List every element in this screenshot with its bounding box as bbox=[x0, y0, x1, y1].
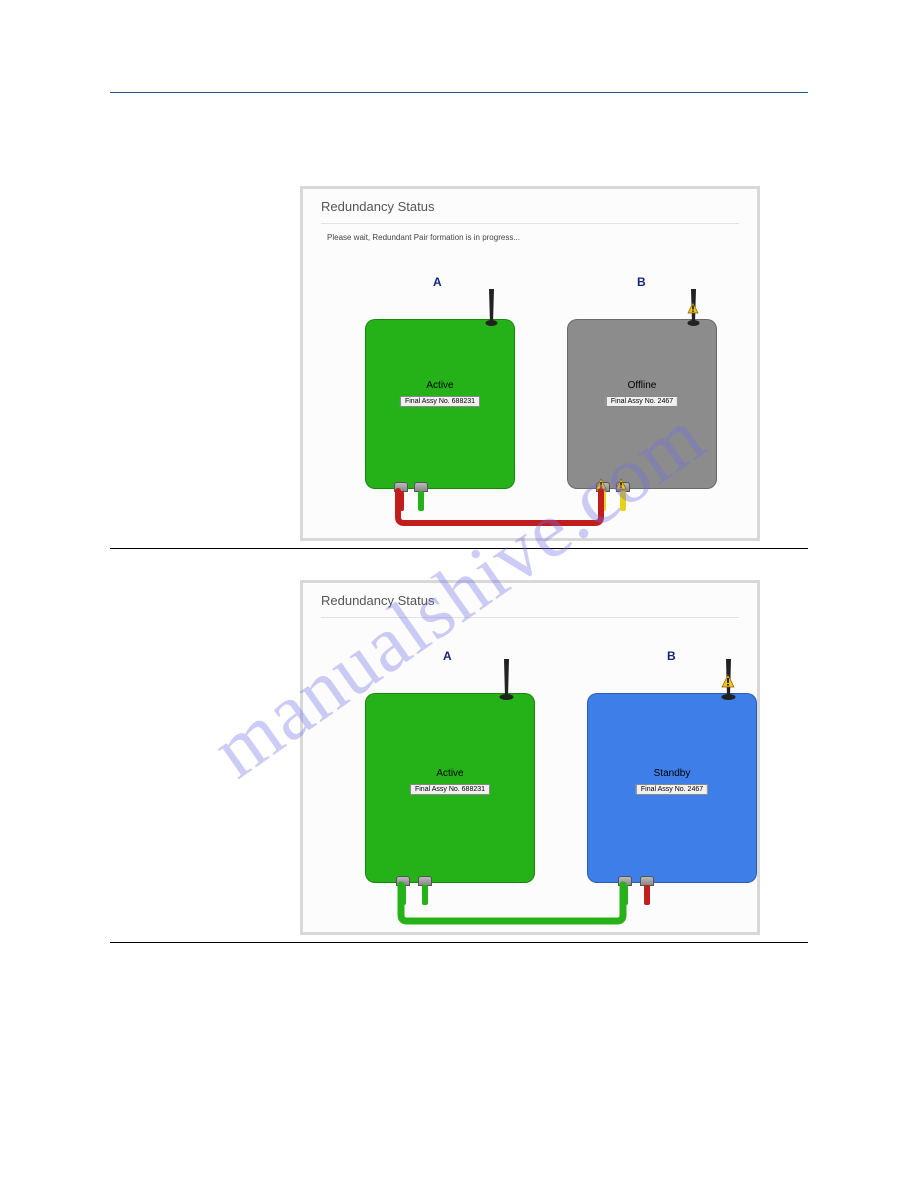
panel-title: Redundancy Status bbox=[321, 199, 434, 214]
label-a: A bbox=[433, 275, 442, 289]
label-b: B bbox=[667, 649, 676, 663]
port-stub bbox=[644, 885, 650, 905]
panel-title: Redundancy Status bbox=[321, 593, 434, 608]
port-stub bbox=[622, 885, 628, 905]
device-status: Active bbox=[366, 768, 534, 779]
port-stub bbox=[422, 885, 428, 905]
device-assy: Final Assy No. 2467 bbox=[636, 784, 708, 795]
warning-icon bbox=[595, 478, 607, 490]
section-rule bbox=[110, 942, 808, 943]
device-status: Active bbox=[366, 380, 514, 391]
port-right bbox=[418, 876, 432, 886]
port-right bbox=[640, 876, 654, 886]
port-stub bbox=[418, 491, 424, 511]
antenna-icon bbox=[715, 657, 741, 706]
device-assy: Final Assy No. 688231 bbox=[400, 396, 480, 407]
warning-icon bbox=[615, 478, 627, 490]
antenna-icon bbox=[681, 287, 705, 332]
label-a: A bbox=[443, 649, 452, 663]
port-stub bbox=[600, 491, 606, 511]
device-a: Active Final Assy No. 688231 bbox=[365, 319, 515, 489]
device-status: Standby bbox=[588, 768, 756, 779]
antenna-icon bbox=[493, 657, 519, 706]
port-left bbox=[394, 482, 408, 492]
panel-subtext: Please wait, Redundant Pair formation is… bbox=[327, 233, 520, 242]
port-right bbox=[414, 482, 428, 492]
port-left bbox=[396, 876, 410, 886]
section-rule bbox=[110, 548, 808, 549]
panel-divider bbox=[321, 617, 739, 618]
antenna-icon bbox=[479, 287, 503, 332]
device-status: Offline bbox=[568, 380, 716, 391]
device-assy: Final Assy No. 688231 bbox=[410, 784, 490, 795]
device-b: Standby Final Assy No. 2467 bbox=[587, 693, 757, 883]
label-b: B bbox=[637, 275, 646, 289]
device-b: Offline Final Assy No. 2467 bbox=[567, 319, 717, 489]
port-stub bbox=[398, 491, 404, 511]
port-stub bbox=[620, 491, 626, 511]
panel-divider bbox=[321, 223, 739, 224]
port-stub bbox=[400, 885, 406, 905]
device-a: Active Final Assy No. 688231 bbox=[365, 693, 535, 883]
device-assy: Final Assy No. 2467 bbox=[606, 396, 678, 407]
redundancy-panel-1: Redundancy Status Please wait, Redundant… bbox=[300, 186, 760, 541]
redundancy-panel-2: Redundancy Status A B Active Final Assy … bbox=[300, 580, 760, 935]
port-left bbox=[618, 876, 632, 886]
header-rule bbox=[110, 92, 808, 93]
